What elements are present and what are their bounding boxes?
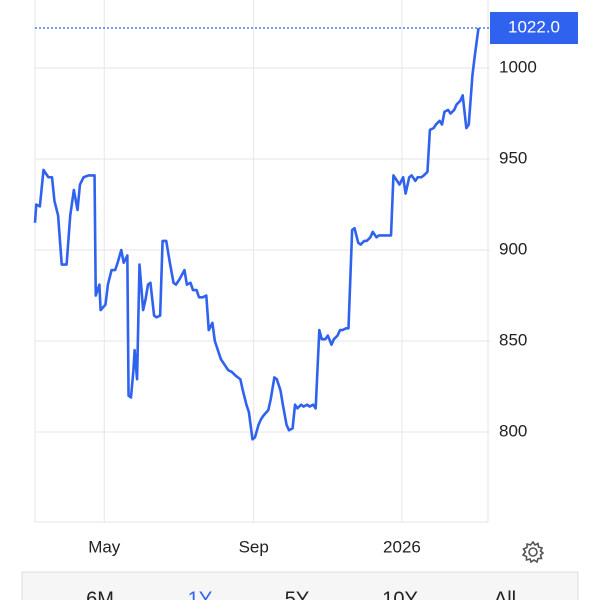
range-button[interactable]: All: [494, 588, 516, 600]
range-button[interactable]: 6M: [86, 588, 114, 600]
y-tick-label: 900: [499, 240, 527, 259]
y-tick-label: 800: [499, 421, 527, 440]
last-price-label: 1022.0: [508, 18, 560, 37]
range-bar: [21, 571, 579, 600]
range-button[interactable]: 1Y: [188, 588, 212, 600]
last-price-badge: [490, 12, 578, 45]
price-line: [33, 27, 480, 441]
range-button[interactable]: 5Y: [285, 588, 309, 600]
y-tick-label: 850: [499, 331, 527, 350]
x-tick-label: 2026: [383, 537, 421, 556]
range-button[interactable]: 10Y: [382, 588, 418, 600]
x-tick-label: May: [88, 537, 121, 556]
y-tick-label: 950: [499, 149, 527, 168]
settings-icon[interactable]: [521, 540, 545, 564]
x-tick-label: Sep: [239, 537, 269, 556]
y-tick-label: 1000: [499, 58, 537, 77]
